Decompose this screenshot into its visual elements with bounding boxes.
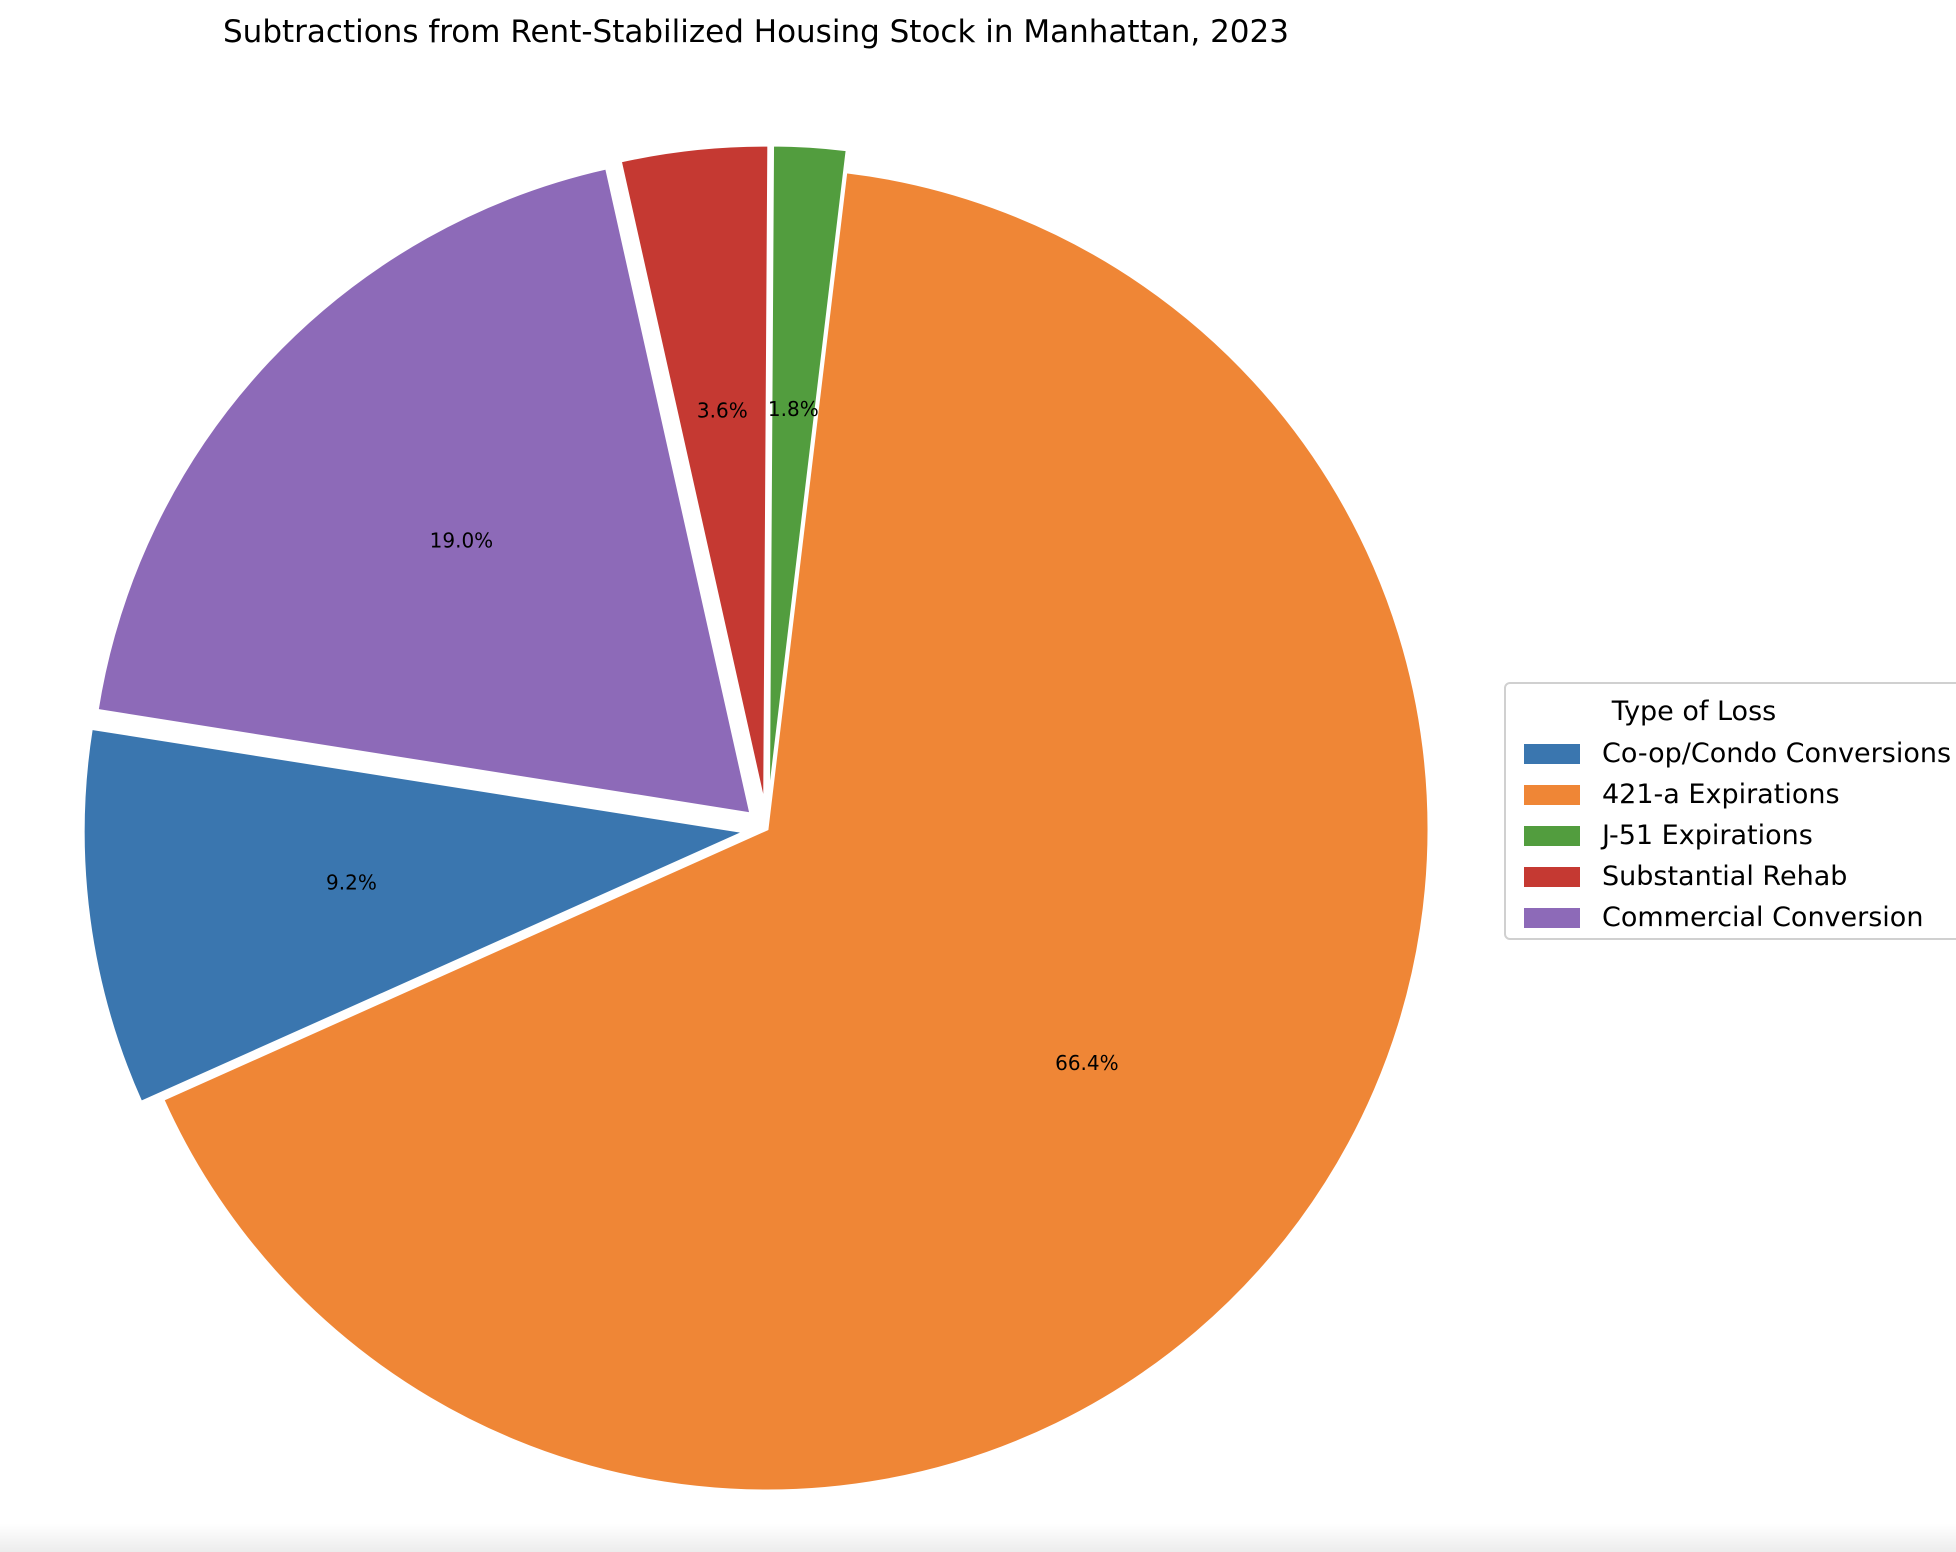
- pie-slice-421-a-expirations: [160, 170, 1431, 1493]
- legend-swatch: [1524, 866, 1580, 887]
- legend-item-commercial-conversion: Commercial Conversion: [1516, 897, 1956, 938]
- legend-item-421a: 421-a Expirations: [1516, 774, 1956, 815]
- legend-label: Substantial Rehab: [1602, 861, 1848, 892]
- legend-item-co-op-condo: Co-op/Condo Conversions: [1516, 733, 1956, 774]
- pie-slice-co-op-condo-conversions: [81, 726, 751, 1105]
- window-bottom-edge: [0, 1524, 1956, 1552]
- legend-label: Co-op/Condo Conversions: [1602, 738, 1952, 769]
- pie-slice-label: 66.4%: [1055, 1051, 1119, 1075]
- legend-title: Type of Loss: [1611, 696, 1777, 727]
- legend-item-j51: J-51 Expirations: [1516, 815, 1956, 856]
- legend-swatch: [1524, 907, 1580, 928]
- pie-slice-j-51-expirations: [766, 143, 849, 808]
- pie-chart: 9.2% 66.4% 1.8% 3.6% 19.0%: [81, 143, 1431, 1493]
- pie-slice-label: 19.0%: [430, 529, 494, 553]
- pie-slice-label: 9.2%: [326, 871, 377, 895]
- legend-item-substantial-rehab: Substantial Rehab: [1516, 856, 1956, 897]
- legend-label: 421-a Expirations: [1602, 779, 1840, 810]
- pie-slice-commercial-conversion: [95, 166, 753, 816]
- legend-swatch: [1524, 825, 1580, 846]
- chart-title: Subtractions from Rent-Stabilized Housin…: [223, 14, 1289, 50]
- legend-swatch: [1524, 743, 1580, 764]
- legend: Type of Loss Co-op/Condo Conversions 421…: [1504, 682, 1956, 940]
- pie-slice-label: 1.8%: [768, 397, 819, 421]
- legend-label: J-51 Expirations: [1602, 820, 1813, 851]
- legend-swatch: [1524, 784, 1580, 805]
- pie-slice-substantial-rehab: [618, 143, 771, 808]
- legend-label: Commercial Conversion: [1602, 902, 1924, 933]
- pie-slice-label: 3.6%: [697, 399, 748, 423]
